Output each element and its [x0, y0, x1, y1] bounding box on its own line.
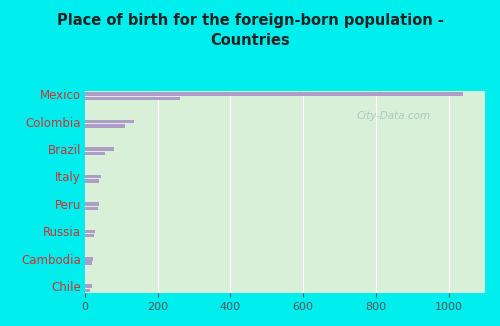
Text: Place of birth for the foreign-born population -
Countries: Place of birth for the foreign-born popu…	[56, 13, 444, 48]
Bar	[85, 207, 98, 210]
Bar	[85, 285, 91, 288]
Bar	[85, 120, 134, 123]
Bar	[85, 261, 92, 265]
Bar	[85, 234, 94, 237]
Bar	[85, 289, 90, 292]
Bar	[85, 97, 180, 100]
Bar	[85, 257, 93, 260]
Bar	[85, 152, 105, 155]
Bar	[85, 179, 99, 183]
Bar	[85, 175, 102, 178]
Bar	[85, 147, 114, 151]
Bar	[85, 202, 99, 206]
Text: City-Data.com: City-Data.com	[357, 111, 431, 122]
Bar	[85, 92, 463, 96]
Bar	[85, 124, 125, 128]
Bar	[85, 230, 95, 233]
